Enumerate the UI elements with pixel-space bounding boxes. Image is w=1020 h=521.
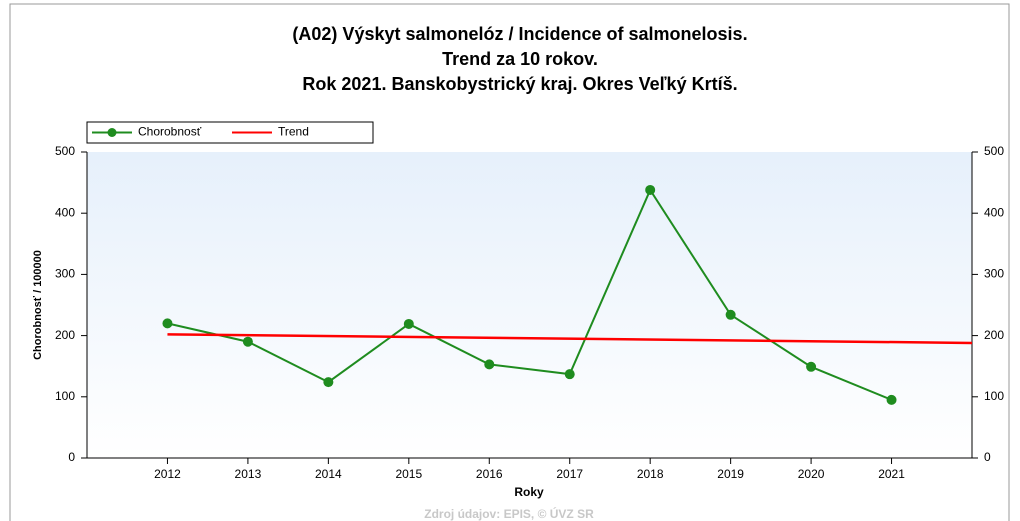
y2-tick-label: 100 (984, 389, 1004, 403)
y-tick-label: 0 (68, 450, 75, 464)
legend (86, 121, 374, 144)
data-point (162, 318, 173, 329)
data-point (886, 394, 897, 405)
legend-marker (107, 128, 117, 137)
y-axis-label: Chorobnosť / 100000 (32, 250, 44, 360)
y-tick-label: 200 (55, 328, 75, 342)
data-point (323, 377, 334, 388)
y-tick-label: 500 (55, 144, 75, 158)
data-point (403, 318, 414, 329)
x-tick-label: 2012 (154, 467, 181, 481)
x-tick-label: 2014 (315, 467, 342, 481)
y2-tick-label: 200 (984, 328, 1004, 342)
legend-label: Chorobnosť (138, 125, 202, 139)
y2-tick-label: 300 (984, 267, 1004, 281)
y-tick-label: 300 (55, 267, 75, 281)
x-tick-label: 2019 (717, 467, 744, 481)
x-tick-label: 2017 (556, 467, 583, 481)
data-point (242, 336, 253, 347)
y-tick-label: 100 (55, 389, 75, 403)
trend-line (167, 333, 973, 345)
x-tick-label: 2015 (395, 467, 422, 481)
data-point (564, 369, 575, 380)
x-tick-label: 2018 (637, 467, 664, 481)
chart-title: (A02) Výskyt salmonelóz / Incidence of s… (292, 24, 747, 44)
source: Zdroj údajov: EPIS, © ÚVZ SR (424, 506, 594, 521)
legend-label: Trend (278, 125, 309, 139)
x-tick-label: 2020 (798, 467, 825, 481)
y-tick-label: 400 (55, 205, 75, 219)
data-point (725, 309, 736, 320)
y2-tick-label: 0 (984, 450, 991, 464)
plot-area (87, 152, 972, 458)
y2-tick-label: 400 (984, 205, 1004, 219)
chart-title: Rok 2021. Banskobystrický kraj. Okres Ve… (302, 74, 737, 94)
chart-title: Trend za 10 rokov. (442, 49, 598, 69)
data-point (484, 359, 495, 370)
y2-tick-label: 500 (984, 144, 1004, 158)
x-axis-label: Roky (514, 485, 544, 499)
data-point (645, 184, 656, 195)
x-tick-label: 2013 (235, 467, 262, 481)
x-tick-label: 2021 (878, 467, 905, 481)
data-point (806, 361, 817, 372)
x-tick-label: 2016 (476, 467, 503, 481)
